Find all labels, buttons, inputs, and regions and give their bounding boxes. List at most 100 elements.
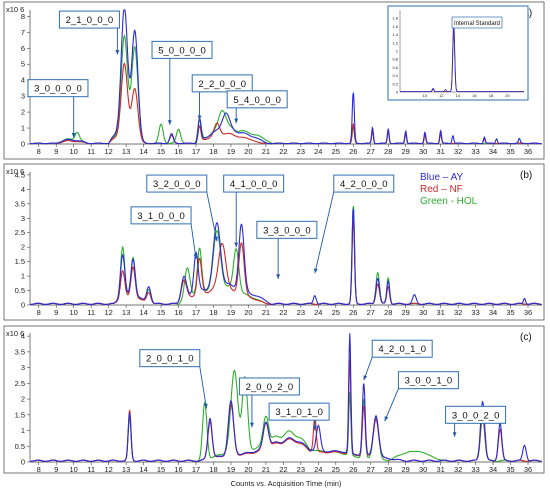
y-tick-label: 4 [21,332,25,341]
callout-arrowhead [384,416,389,422]
x-tick-label: 27 [367,308,375,317]
callout-text: 5_4_0_0_0 [233,95,281,106]
x-tick-label: 33 [471,147,479,156]
callout-text: 2_2_0_0_0 [198,79,246,90]
inset-y-tick-label: 1 [396,49,399,54]
x-tick-label: 15 [157,465,165,474]
x-tick-label: 27 [367,147,375,156]
x-tick-label: 16 [174,308,182,317]
y-tick-label: 8 [21,12,25,21]
callout-arrowhead [193,253,198,259]
x-tick-label: 21 [262,308,270,317]
x-tick-label: 34 [489,308,497,317]
inset-y-tick-label: 1.8 [392,16,398,21]
inset-x-tick-label: 12 [439,93,444,98]
callout-text: 4_2_0_0_0 [340,179,388,190]
x-tick-label: 25 [332,465,340,474]
x-tick-label: 17 [192,308,200,317]
y-tick-label: 7 [21,28,25,37]
annotation-callout: 4_1_0_0_0 [223,174,285,248]
callout-arrowhead [203,403,208,409]
callout-box [139,349,201,368]
inset-y-tick-label: 0.8 [392,57,398,62]
callout-box [397,371,459,390]
callout-text: 3_3_0_0_0 [263,225,311,236]
x-tick-label: 31 [436,465,444,474]
x-tick-label: 33 [471,308,479,317]
x-tick-label: 26 [349,465,357,474]
callout-arrowhead [249,422,254,428]
y-multiplier-label: x10 6 [6,5,24,14]
x-tick-label: 21 [262,147,270,156]
x-tick-label: 11 [87,308,95,317]
x-tick-label: 22 [279,308,287,317]
x-tick-label: 31 [436,308,444,317]
y-tick-label: 3 [21,92,25,101]
x-tick-label: 32 [454,465,462,474]
x-tick-label: 12 [104,308,112,317]
y-tick-label: 1.5 [15,257,25,266]
x-tick-label: 18 [209,308,217,317]
callout-arrowhead [363,375,368,381]
callout-arrow [190,223,197,259]
x-tick-label: 10 [70,308,78,317]
inset-y-tick-label: 0.4 [392,73,398,78]
annotation-callout: 4_2_0_0_0 [313,174,395,274]
panel-b: x10 68 9 10 11 12 13 14 15 16 17 18 19 20 21 22 23 24 25 2… [3,163,545,321]
x-tick-label: 36 [524,308,532,317]
inset-y-tick-label: 1.2 [392,40,398,45]
x-tick-label: 26 [349,308,357,317]
y-multiplier: x10 6 [6,329,24,338]
x-tick-label: 34 [489,147,497,156]
callout-text: 3_0_0_0_0 [34,84,82,95]
inset-series-blue [400,21,524,92]
x-tick-label: 28 [384,147,392,156]
x-tick-label: 16 [174,465,182,474]
annotation-callout: 3_2_0_0_0 [146,174,218,242]
y-tick-label: 2 [21,395,25,404]
x-tick-label: 17 [192,465,200,474]
y-tick-label: 2.5 [15,379,25,388]
panel-label: (b) [520,170,532,181]
y-tick-label: 2.5 [15,228,25,237]
annotation-callout: 3_0_0_0_0 [27,79,89,138]
annotation-callout: 3_1_0_1_0 [268,402,330,431]
y-tick-label: 1 [21,272,25,281]
x-tick-label: 24 [314,147,322,156]
series-blue-trace [30,208,542,305]
x-tick-label: 29 [402,465,410,474]
x-tick-label: 25 [332,147,340,156]
x-tick-label: 35 [506,465,514,474]
x-tick-label: 20 [244,465,252,474]
callout-text: 2_0_0_2_0 [246,382,294,393]
x-tick-label: 23 [297,465,305,474]
legend-entry: Green - HOL [420,196,478,207]
callout-text: 3_1_0_1_0 [275,407,323,418]
x-tick-label: 30 [419,147,427,156]
x-tick-label: 24 [314,308,322,317]
annotation-callout: 3_1_0_0_0 [130,206,198,259]
callout-text: 2_0_0_1_0 [146,354,194,365]
series-blue-trace [30,9,542,145]
x-tick-label: 14 [139,147,147,156]
callout-box [191,74,253,93]
y-tick-label: 1 [21,426,25,435]
x-tick-label: 19 [227,465,235,474]
x-tick-label: 8 [37,465,41,474]
x-tick-label: 16 [174,147,182,156]
x-tick-label: 30 [419,308,427,317]
y-tick-label: 0 [21,301,25,310]
y-tick-label: 0 [21,458,25,467]
x-tick-label: 31 [436,147,444,156]
y-tick-label: 6 [21,44,25,53]
x-tick-label: 20 [244,308,252,317]
callout-text: 3_0_0_2_0 [452,410,500,421]
legend-entry: Red – NF [420,184,463,195]
callout-arrow [384,388,399,422]
x-tick-label: 18 [209,147,217,156]
callout-arrowhead [167,120,172,125]
callout-box [130,206,192,225]
callout-box [27,79,89,98]
callout-arrowhead [234,118,239,124]
